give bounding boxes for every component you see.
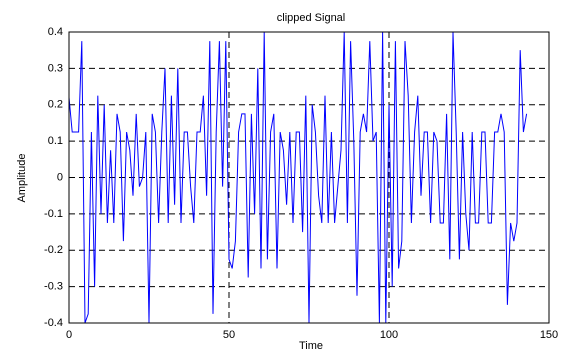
- y-tick-label: -0.3: [44, 281, 63, 293]
- y-tick-label: 0.3: [48, 62, 63, 74]
- x-axis-label: Time: [299, 340, 323, 352]
- data-line: [68, 31, 528, 324]
- y-tick-label: 0: [57, 171, 63, 183]
- y-tick-label: -0.2: [44, 244, 63, 256]
- x-tick-label: 150: [540, 329, 558, 341]
- y-tick-label: 0.4: [48, 26, 63, 38]
- y-tick-label: 0.1: [48, 135, 63, 147]
- x-tick-label: 100: [380, 329, 398, 341]
- x-tick-label: 50: [223, 329, 235, 341]
- plot-frame: [68, 31, 550, 324]
- y-tick-label: 0.2: [48, 99, 63, 111]
- y-axis-label: Amplitude: [16, 154, 28, 203]
- chart-title: clipped Signal: [277, 12, 346, 24]
- x-tick-label: 0: [66, 329, 72, 341]
- y-tick-label: -0.4: [44, 317, 63, 329]
- y-tick-label: -0.1: [44, 208, 63, 220]
